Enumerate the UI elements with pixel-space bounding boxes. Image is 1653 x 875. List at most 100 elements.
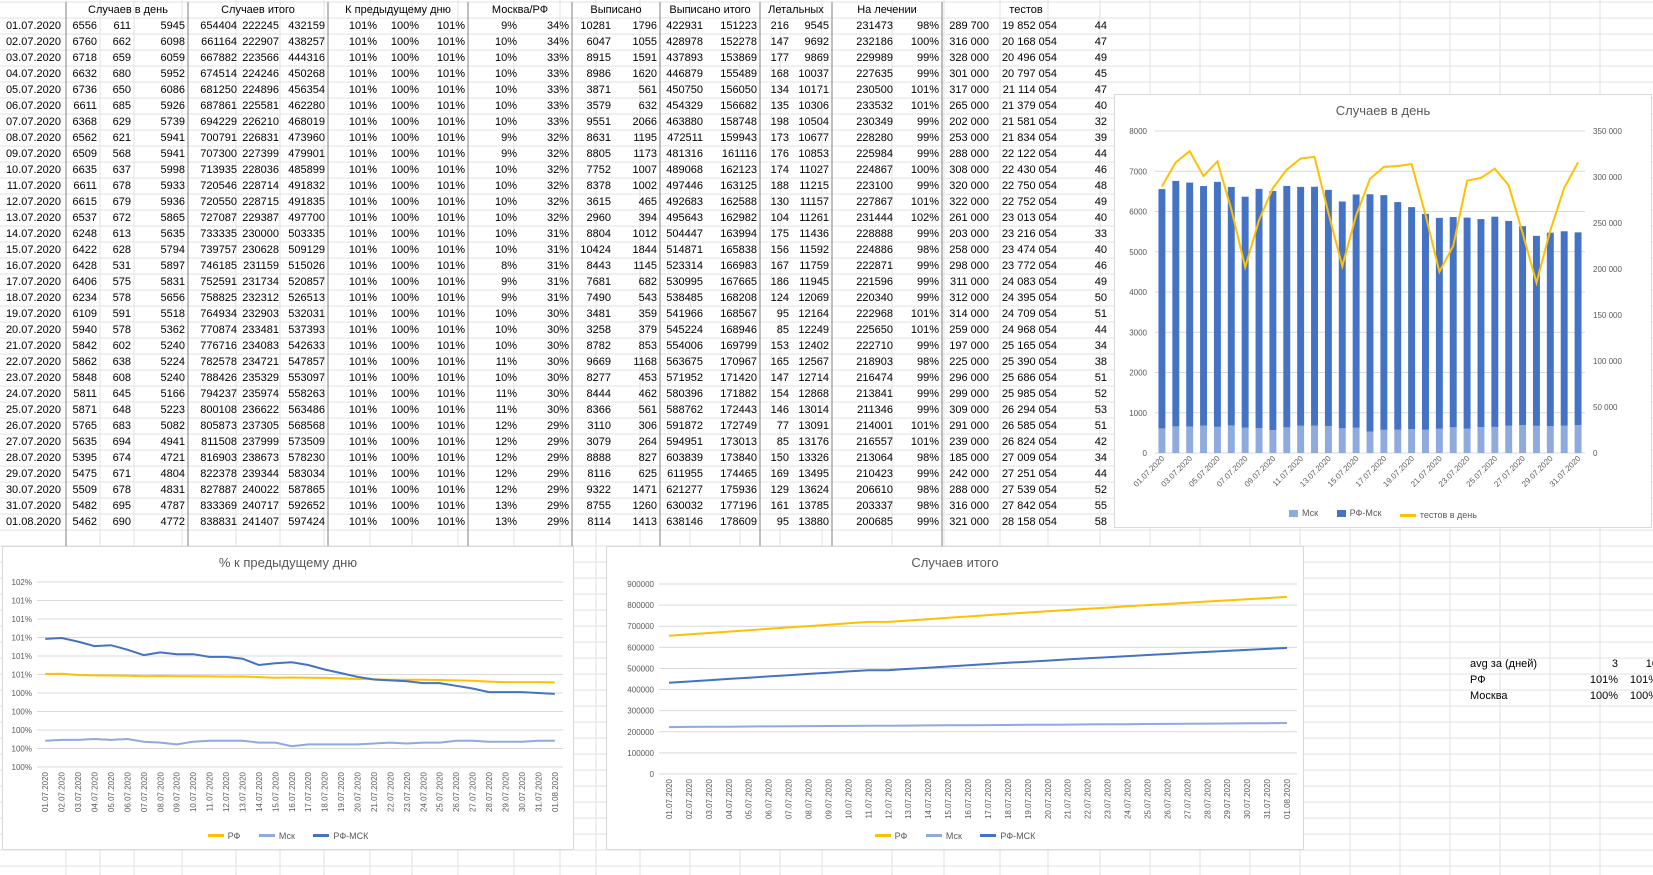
table-cell[interactable]: 198	[770, 116, 789, 128]
table-cell[interactable]: 13624	[798, 484, 829, 496]
table-cell[interactable]: 764934	[200, 308, 237, 320]
table-cell[interactable]: 3079	[586, 436, 611, 448]
date-cell[interactable]: 02.07.2020	[5, 36, 61, 48]
table-cell[interactable]: 232312	[242, 292, 279, 304]
table-cell[interactable]: 8804	[586, 228, 611, 240]
table-cell[interactable]: 592652	[288, 500, 325, 512]
table-cell[interactable]: 231444	[856, 212, 893, 224]
table-cell[interactable]: 30%	[546, 372, 569, 384]
table-cell[interactable]: 52	[1094, 484, 1107, 496]
table-cell[interactable]: 85	[776, 324, 789, 336]
table-cell[interactable]: 31%	[546, 260, 569, 272]
table-cell[interactable]: 2066	[632, 116, 657, 128]
table-cell[interactable]: 100%	[390, 436, 419, 448]
table-cell[interactable]: 46	[1094, 260, 1107, 272]
table-cell[interactable]: 545224	[666, 324, 703, 336]
table-cell[interactable]: 99%	[916, 52, 939, 64]
table-cell[interactable]: 554006	[666, 340, 703, 352]
table-cell[interactable]: 235329	[242, 372, 279, 384]
table-cell[interactable]: 5765	[72, 420, 97, 432]
table-cell[interactable]: 580396	[666, 388, 703, 400]
table-cell[interactable]: 225581	[242, 100, 279, 112]
table-cell[interactable]: 6632	[72, 68, 97, 80]
table-cell[interactable]: 166983	[720, 260, 757, 272]
table-cell[interactable]: 1012	[632, 228, 657, 240]
table-cell[interactable]: 101%	[348, 52, 377, 64]
table-cell[interactable]: 485899	[288, 164, 325, 176]
table-cell[interactable]: 174465	[720, 468, 757, 480]
table-cell[interactable]: 240022	[242, 484, 279, 496]
table-cell[interactable]: 571952	[666, 372, 703, 384]
table-cell[interactable]: 101%	[348, 388, 377, 400]
table-cell[interactable]: 177	[770, 52, 789, 64]
table-cell[interactable]: 27 251 054	[1001, 468, 1057, 480]
table-cell[interactable]: 101%	[348, 404, 377, 416]
table-cell[interactable]: 34%	[546, 36, 569, 48]
table-cell[interactable]: 5635	[72, 436, 97, 448]
table-cell[interactable]: 8366	[586, 404, 611, 416]
table-cell[interactable]: 661164	[201, 36, 237, 48]
table-cell[interactable]: 44	[1094, 324, 1107, 336]
table-cell[interactable]: 542633	[288, 340, 325, 352]
table-cell[interactable]: 100%	[390, 148, 419, 160]
table-cell[interactable]: 437893	[666, 52, 703, 64]
table-cell[interactable]: 394	[638, 212, 657, 224]
table-cell[interactable]: 101%	[348, 468, 377, 480]
table-cell[interactable]: 169799	[720, 340, 757, 352]
table-cell[interactable]: 583034	[288, 468, 325, 480]
table-cell[interactable]: 19 852 054	[1001, 20, 1057, 32]
table-cell[interactable]: 5998	[160, 164, 185, 176]
table-cell[interactable]: 213841	[856, 388, 893, 400]
table-cell[interactable]: 632	[638, 100, 657, 112]
table-cell[interactable]: 46	[1094, 164, 1107, 176]
table-cell[interactable]: 216	[770, 20, 789, 32]
table-cell[interactable]: 264	[638, 436, 657, 448]
table-cell[interactable]: 20 797 054	[1001, 68, 1057, 80]
table-cell[interactable]: 240717	[242, 500, 279, 512]
table-cell[interactable]: 794237	[200, 388, 237, 400]
date-cell[interactable]: 13.07.2020	[5, 212, 61, 224]
table-cell[interactable]: 10%	[494, 164, 517, 176]
date-cell[interactable]: 26.07.2020	[5, 420, 61, 432]
chart-cases-total[interactable]: Случаев итого 0 100000 200000 300000 400000 5…	[606, 546, 1304, 850]
table-cell[interactable]: 10%	[494, 36, 517, 48]
table-cell[interactable]: 4721	[160, 452, 185, 464]
table-cell[interactable]: 203 000	[949, 228, 989, 240]
table-cell[interactable]: 50	[1094, 292, 1107, 304]
table-cell[interactable]: 44	[1094, 468, 1107, 480]
table-cell[interactable]: 309 000	[949, 404, 989, 416]
table-cell[interactable]: 3615	[586, 196, 611, 208]
table-cell[interactable]: 227399	[242, 148, 279, 160]
table-cell[interactable]: 682	[638, 276, 657, 288]
date-cell[interactable]: 10.07.2020	[5, 164, 61, 176]
table-cell[interactable]: 32%	[546, 196, 569, 208]
table-cell[interactable]: 237999	[242, 436, 279, 448]
table-cell[interactable]: 33%	[546, 116, 569, 128]
date-cell[interactable]: 18.07.2020	[5, 292, 61, 304]
table-cell[interactable]: 101%	[348, 164, 377, 176]
table-cell[interactable]: 168	[770, 68, 789, 80]
table-cell[interactable]: 3258	[586, 324, 611, 336]
date-cell[interactable]: 23.07.2020	[5, 372, 61, 384]
table-cell[interactable]: 101%	[436, 20, 465, 32]
table-cell[interactable]: 5462	[72, 516, 97, 528]
table-cell[interactable]: 32%	[546, 164, 569, 176]
table-cell[interactable]: 6615	[72, 196, 97, 208]
table-cell[interactable]: 289 700	[949, 20, 989, 32]
table-cell[interactable]: 253 000	[949, 132, 989, 144]
table-cell[interactable]: 553097	[288, 372, 325, 384]
table-cell[interactable]: 261 000	[949, 212, 989, 224]
table-cell[interactable]: 5940	[72, 324, 97, 336]
table-cell[interactable]: 687861	[200, 100, 237, 112]
table-cell[interactable]: 98%	[916, 356, 939, 368]
table-cell[interactable]: 6537	[72, 212, 97, 224]
table-cell[interactable]: 561	[638, 404, 657, 416]
table-cell[interactable]: 33%	[546, 68, 569, 80]
table-cell[interactable]: 713935	[200, 164, 237, 176]
table-cell[interactable]: 575	[112, 276, 131, 288]
table-cell[interactable]: 233532	[856, 100, 893, 112]
table-cell[interactable]: 320 000	[949, 180, 989, 192]
table-cell[interactable]: 223100	[856, 180, 893, 192]
table-cell[interactable]: 100%	[390, 20, 419, 32]
table-cell[interactable]: 229989	[856, 52, 893, 64]
